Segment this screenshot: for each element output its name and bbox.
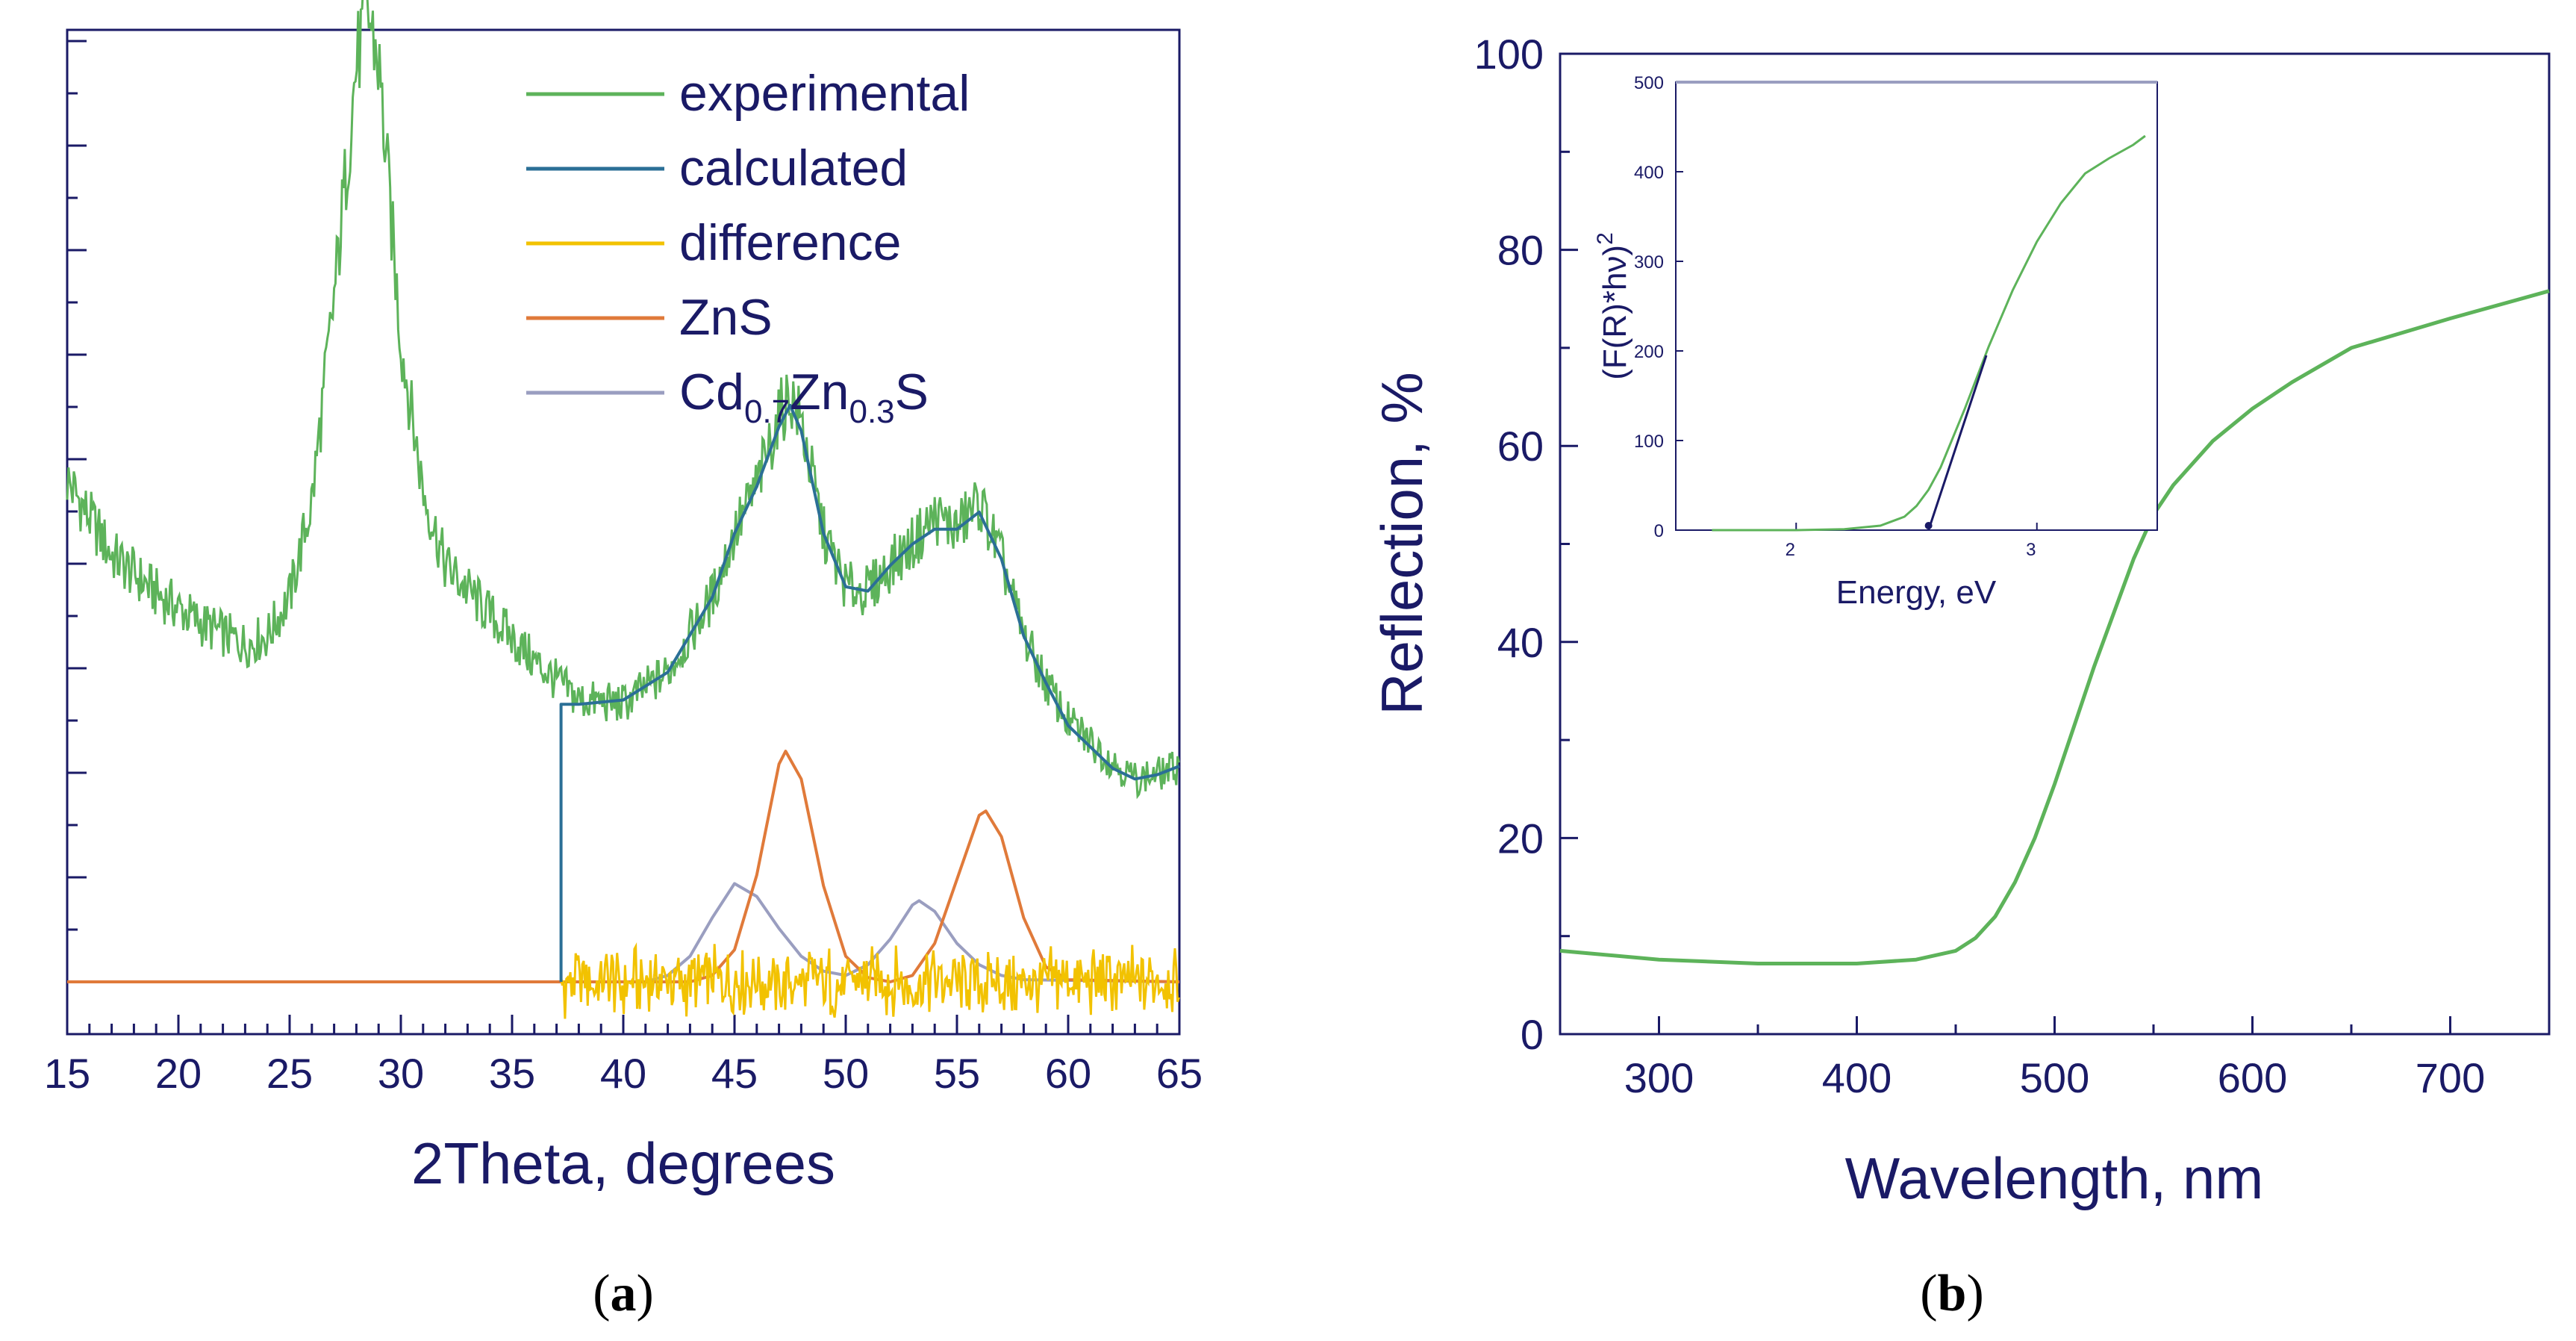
panel-a-x-tick-label: 65 — [1156, 1050, 1203, 1097]
panel-b-ticks — [1559, 52, 2551, 1036]
panel-a-label: (a) — [593, 1265, 654, 1322]
panel-a-x-tick-labels: 15 20 25 30 35 40 45 50 55 60 65 — [44, 1050, 1203, 1097]
inset-intercept-marker — [1924, 522, 1933, 529]
panel-b-x-tick-label: 300 — [1624, 1054, 1694, 1101]
inset-series — [1712, 134, 2146, 532]
inset-tick-labels: 2 3 0 100 200 300 400 500 — [1634, 73, 2036, 560]
panel-a-x-tick-label: 15 — [44, 1050, 90, 1097]
panel-b-x-tick-label: 600 — [2218, 1054, 2287, 1101]
inset-fit-line — [1927, 355, 1988, 531]
legend-label-part: 0.7 — [744, 393, 790, 430]
panel-a-xrd-chart: 15 20 25 30 35 40 45 50 55 60 65 2Theta, degrees e… — [44, 0, 1203, 1322]
inset-x-tick-label: 3 — [2026, 540, 2036, 560]
panel-b-y-tick-label: 20 — [1497, 815, 1544, 862]
panel-b-y-tick-label: 80 — [1497, 227, 1544, 274]
panel-b-x-axis-title: Wavelength, nm — [1845, 1145, 2264, 1211]
inset-y-tick-label: 400 — [1634, 163, 1664, 183]
legend-label-part: S — [895, 364, 929, 420]
panel-a-x-tick-label: 40 — [600, 1050, 646, 1097]
inset-y-axis-title: (F(R)*hν)2 — [1593, 232, 1633, 380]
panel-b-y-axis-title: Reflection, % — [1369, 372, 1435, 715]
panel-a-series — [66, 0, 1180, 1019]
inset-x-tick-label: 2 — [1786, 540, 1795, 560]
inset-y-tick-label: 100 — [1634, 432, 1664, 452]
legend-label-cdzns: Cd0.7Zn0.3S — [679, 364, 929, 430]
calculated-line — [559, 403, 1180, 982]
reflection-line — [1559, 289, 2550, 965]
panel-a-x-tick-label: 20 — [155, 1050, 202, 1097]
difference-line — [560, 942, 1180, 1019]
panel-b-label: (b) — [1920, 1265, 1984, 1322]
legend-label-part: 0.3 — [849, 393, 894, 430]
inset-x-axis-title: Energy, eV — [1836, 574, 1997, 611]
inset-y-tick-label: 300 — [1634, 252, 1664, 273]
panel-a-x-tick-label: 50 — [823, 1050, 869, 1097]
panel-a-x-tick-label: 45 — [711, 1050, 758, 1097]
panel-a-x-tick-label: 60 — [1045, 1050, 1091, 1097]
legend-label-part: Zn — [790, 364, 849, 420]
panel-a-legend: experimentalcalculateddifferenceZnSCd0.7… — [526, 65, 970, 430]
panel-b-letter: b — [1938, 1265, 1967, 1322]
experimental-line — [66, 0, 1180, 800]
panel-b-x-tick-label: 500 — [2020, 1054, 2089, 1101]
panel-a-x-tick-label: 55 — [934, 1050, 980, 1097]
inset-y-tick-label: 200 — [1634, 342, 1664, 362]
legend-label-calculated: calculated — [679, 140, 908, 196]
panel-b-x-tick-label: 400 — [1822, 1054, 1892, 1101]
legend-label-part: Cd — [679, 364, 744, 420]
panel-b-y-tick-label: 40 — [1497, 619, 1544, 666]
legend-label-difference: difference — [679, 214, 901, 271]
panel-a-x-tick-label: 25 — [266, 1050, 313, 1097]
legend-label-experimental: experimental — [679, 65, 970, 122]
inset-ticks — [1676, 81, 2157, 531]
inset-y-tick-label: 0 — [1654, 521, 1664, 541]
inset-absorption-line — [1712, 134, 2146, 532]
panel-a-x-axis-title: 2Theta, degrees — [411, 1130, 835, 1196]
panel-a-x-tick-label: 30 — [378, 1050, 424, 1097]
panel-b-y-tick-label: 100 — [1474, 31, 1544, 78]
panel-a-letter: a — [611, 1265, 637, 1322]
inset-plot-frame — [1675, 81, 2158, 531]
panel-b-y-tick-label: 0 — [1521, 1011, 1544, 1058]
panel-b-series — [1559, 289, 2550, 965]
panel-b-x-tick-label: 700 — [2416, 1054, 2485, 1101]
legend-label-zns: ZnS — [679, 289, 773, 346]
inset-y-tick-label: 500 — [1634, 73, 1664, 93]
panel-a-plot-frame — [66, 28, 1181, 1036]
panel-a-ticks — [66, 40, 1181, 1034]
inset-y-axis-title-superscript: 2 — [1593, 232, 1618, 245]
panel-b-y-tick-label: 60 — [1497, 423, 1544, 470]
panel-a-x-tick-label: 35 — [489, 1050, 535, 1097]
inset-y-axis-title-text: (F(R)*hν) — [1597, 245, 1633, 380]
zns-line — [67, 750, 1180, 983]
